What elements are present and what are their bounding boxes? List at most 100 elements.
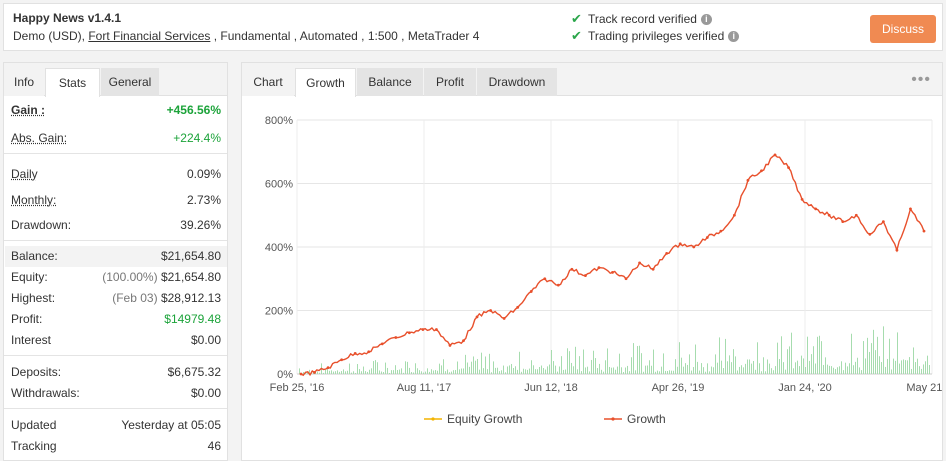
- activity-bar: [609, 366, 610, 374]
- activity-bar: [349, 363, 350, 374]
- activity-bar: [929, 365, 930, 374]
- withdrawals-label: Withdrawals:: [11, 386, 80, 400]
- legend-equity-marker: [431, 417, 435, 421]
- monthly-label[interactable]: Monthly:: [11, 193, 57, 207]
- activity-bar: [581, 371, 582, 374]
- activity-bar: [555, 365, 556, 374]
- tab-profit[interactable]: Profit: [424, 68, 476, 96]
- interest-row: Interest $0.00: [11, 330, 221, 350]
- discuss-button[interactable]: Discuss: [870, 15, 936, 43]
- activity-bar: [605, 360, 606, 374]
- growth-point: [665, 251, 669, 255]
- activity-bar: [431, 369, 432, 374]
- monthly-row: Monthly: 2.73%: [11, 190, 221, 210]
- growth-point: [421, 328, 425, 331]
- equity-value-wrap: (100.00%) $21,654.80: [102, 267, 221, 287]
- interest-value: $0.00: [190, 333, 221, 347]
- chart-panel: Chart Growth Balance Profit Drawdown •••…: [241, 62, 943, 461]
- activity-bar: [357, 364, 358, 374]
- balance-label: Balance:: [11, 249, 58, 263]
- activity-bar: [731, 362, 732, 374]
- activity-bar: [299, 368, 300, 374]
- growth-point: [584, 274, 587, 277]
- activity-bar: [337, 370, 338, 374]
- growth-point: [435, 328, 438, 331]
- abs-gain-label[interactable]: Abs. Gain:: [11, 131, 68, 145]
- activity-bar: [805, 367, 806, 374]
- activity-bar: [525, 369, 526, 374]
- activity-bar: [797, 360, 798, 374]
- activity-bar: [363, 366, 364, 374]
- growth-point: [895, 248, 899, 252]
- growth-point: [719, 229, 723, 233]
- activity-bar: [909, 357, 910, 374]
- activity-bar: [713, 367, 714, 374]
- info-icon[interactable]: i: [700, 13, 712, 25]
- tab-info[interactable]: Info: [4, 68, 44, 96]
- activity-bar: [759, 363, 760, 374]
- deposits-value: $6,675.32: [167, 365, 221, 379]
- activity-bar: [515, 366, 516, 374]
- growth-point: [909, 207, 912, 211]
- tab-growth[interactable]: Growth: [295, 68, 356, 97]
- highest-label: Highest:: [11, 291, 56, 305]
- divider: [4, 153, 227, 154]
- info-icon[interactable]: i: [728, 30, 740, 42]
- updated-label: Updated: [11, 418, 57, 432]
- gain-value: +456.56%: [166, 103, 221, 117]
- activity-bar: [533, 365, 534, 374]
- activity-bar: [331, 370, 332, 374]
- activity-bar: [847, 366, 848, 374]
- activity-bar: [695, 344, 696, 374]
- activity-bar: [381, 371, 382, 374]
- activity-bar: [889, 338, 890, 374]
- gain-row: Gain : +456.56%: [11, 100, 221, 120]
- activity-bar: [565, 369, 566, 374]
- growth-point: [448, 344, 452, 347]
- activity-bar: [907, 360, 908, 374]
- more-menu-icon[interactable]: •••: [911, 71, 931, 88]
- divider: [4, 408, 227, 409]
- activity-bar: [401, 368, 402, 374]
- broker-link[interactable]: Fort Financial Services: [88, 29, 211, 43]
- activity-bar: [765, 371, 766, 374]
- activity-bar: [877, 336, 878, 374]
- growth-point: [597, 266, 601, 270]
- x-tick-label: Apr 26, '19: [652, 382, 705, 394]
- growth-point: [611, 271, 614, 274]
- activity-bar: [793, 368, 794, 374]
- activity-bar: [801, 355, 802, 374]
- drawdown-label: Drawdown:: [11, 218, 72, 232]
- tab-general[interactable]: General: [101, 68, 159, 96]
- system-description: Demo (USD), Fort Financial Services , Fu…: [13, 29, 479, 43]
- y-tick-label: 400%: [265, 242, 293, 254]
- activity-bar: [903, 359, 904, 374]
- activity-bar: [447, 369, 448, 374]
- tab-chart[interactable]: Chart: [242, 68, 294, 96]
- activity-bar: [751, 363, 752, 374]
- activity-bar: [901, 360, 902, 374]
- activity-bar: [857, 357, 858, 374]
- interest-label: Interest: [11, 333, 52, 347]
- legend-growth-label: Growth: [627, 412, 666, 426]
- activity-bar: [761, 371, 762, 374]
- x-tick-label: May 21, ...: [906, 382, 942, 394]
- activity-bar: [325, 369, 326, 374]
- activity-bar: [645, 365, 646, 374]
- activity-bar: [757, 342, 758, 374]
- daily-label[interactable]: Daily: [11, 167, 38, 181]
- activity-bar: [643, 371, 644, 374]
- tab-stats[interactable]: Stats: [45, 68, 100, 97]
- activity-bar: [429, 371, 430, 374]
- growth-point: [462, 339, 465, 343]
- system-properties: , Fundamental , Automated , 1:500 , Meta…: [210, 29, 480, 43]
- activity-bar: [843, 370, 844, 374]
- activity-bar: [513, 368, 514, 374]
- tab-drawdown[interactable]: Drawdown: [477, 68, 557, 96]
- equity-percent: (100.00%): [102, 270, 158, 284]
- activity-bar: [611, 367, 612, 374]
- tab-balance[interactable]: Balance: [357, 68, 423, 96]
- gain-label[interactable]: Gain :: [11, 103, 46, 117]
- activity-bar: [803, 358, 804, 374]
- activity-bar: [699, 370, 700, 374]
